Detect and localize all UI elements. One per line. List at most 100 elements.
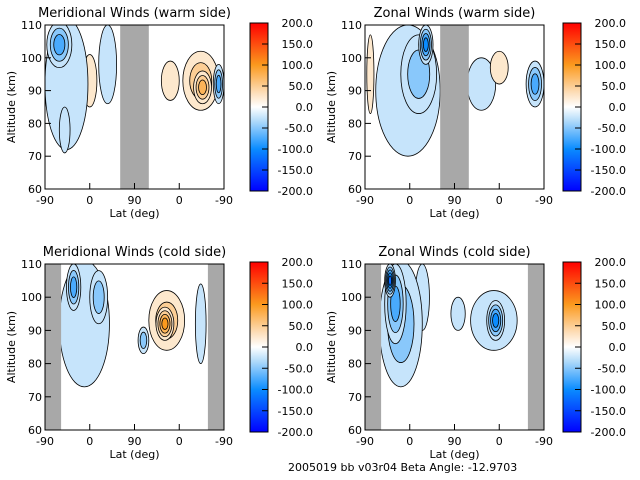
y-tick-label: 110 (341, 19, 362, 32)
colorbar-label: 50.0 (602, 80, 627, 93)
no-data-band (45, 264, 62, 430)
y-tick-label: 90 (348, 85, 362, 98)
colorbar-label: -50.0 (285, 122, 313, 135)
no-data-band (440, 25, 469, 189)
colorbar-label: 50.0 (289, 80, 314, 93)
colorbar-label: 200.0 (595, 17, 627, 30)
colorbar-label: 150.0 (282, 277, 314, 290)
x-tick-label: 0 (176, 194, 183, 207)
colorbar-label: -150.0 (278, 164, 313, 177)
panel-zonal-warm: Zonal Winds (warm side) 60 70 80 90 100 110 -90… (325, 6, 626, 220)
colorbar-label: 100.0 (282, 299, 314, 312)
no-data-band (365, 264, 382, 430)
y-tick-label: 80 (348, 117, 362, 130)
x-tick-label: -90 (215, 194, 233, 207)
panel-title: Meridional Winds (warm side) (38, 6, 231, 21)
colorbar-label: -150.0 (591, 405, 626, 418)
colorbar-label: -100.0 (278, 384, 313, 397)
colorbar-label: 150.0 (595, 38, 627, 51)
y-axis-label: Altitude (km) (325, 71, 338, 143)
x-tick-label: 0 (86, 435, 93, 448)
contour-region (161, 317, 169, 330)
contour-region (53, 34, 66, 56)
x-tick-label: -90 (36, 194, 54, 207)
panel-merid-warm: Meridional Winds (warm side) 60 70 80 90 100 1… (5, 6, 313, 220)
y-tick-label: 90 (28, 85, 42, 98)
y-axis-label: Altitude (km) (325, 311, 338, 383)
y-axis-label: Altitude (km) (5, 71, 18, 143)
colorbar-label: 150.0 (282, 38, 314, 51)
contour-region (58, 106, 71, 154)
contour-region (450, 296, 466, 331)
x-tick-label: 90 (128, 194, 142, 207)
y-tick-label: 70 (28, 391, 42, 404)
colorbar-label: 0.0 (296, 341, 314, 354)
y-tick-label: 110 (21, 258, 42, 271)
y-tick-label: 100 (341, 52, 362, 65)
colorbar-label: 0.0 (296, 101, 314, 114)
colorbar-label: -100.0 (278, 143, 313, 156)
colorbar-label: -200.0 (278, 426, 313, 439)
colorbar-label: -50.0 (285, 362, 313, 375)
y-tick-label: 60 (348, 183, 362, 196)
colorbar-label: 50.0 (602, 320, 627, 333)
no-data-band (207, 264, 224, 430)
contour-region (198, 79, 207, 96)
colorbar-label: -50.0 (598, 362, 626, 375)
footer-info: 2005019 bb v03r04 Beta Angle: -12.9703 (288, 461, 517, 474)
no-data-band (120, 25, 149, 189)
colorbar-label: 150.0 (595, 277, 627, 290)
colorbar-label: 0.0 (609, 101, 627, 114)
y-tick-label: 70 (28, 150, 42, 163)
y-tick-label: 90 (348, 324, 362, 337)
x-tick-label: -90 (215, 435, 233, 448)
x-tick-label: 0 (496, 435, 503, 448)
panel-title: Meridional Winds (cold side) (43, 245, 226, 260)
contour-region (160, 60, 180, 101)
y-tick-label: 80 (28, 117, 42, 130)
colorbar-label: 200.0 (282, 256, 314, 269)
contour-region (194, 283, 207, 365)
y-tick-label: 110 (21, 19, 42, 32)
y-tick-label: 60 (348, 424, 362, 437)
y-tick-label: 70 (348, 150, 362, 163)
no-data-band (527, 264, 544, 430)
x-tick-label: 0 (86, 194, 93, 207)
x-tick-label: 0 (496, 194, 503, 207)
colorbar-label: -200.0 (278, 185, 313, 198)
panel-title: Zonal Winds (cold side) (378, 245, 530, 260)
colorbar-label: -50.0 (598, 122, 626, 135)
contour-region (388, 275, 392, 286)
colorbar-label: 200.0 (282, 17, 314, 30)
y-tick-label: 100 (341, 291, 362, 304)
x-tick-label: -90 (356, 194, 374, 207)
contour-region (215, 74, 222, 94)
y-tick-label: 80 (28, 358, 42, 371)
colorbar-label: 100.0 (595, 59, 627, 72)
colorbar-label: -150.0 (278, 405, 313, 418)
y-tick-label: 60 (28, 424, 42, 437)
colorbar-label: 200.0 (595, 256, 627, 269)
contour-region (492, 313, 500, 328)
colorbar-label: -100.0 (591, 384, 626, 397)
panel-merid-cold: Meridional Winds (cold side) 60 70 80 90 100 1… (5, 245, 313, 461)
x-tick-label: 90 (128, 435, 142, 448)
contour-region (139, 331, 148, 349)
y-axis-label: Altitude (km) (5, 311, 18, 383)
contour-region (70, 276, 78, 298)
contour-region (530, 73, 540, 95)
panel-title: Zonal Winds (warm side) (374, 6, 536, 21)
panel-zonal-cold: Zonal Winds (cold side) 60 70 80 90 100 110 -90… (325, 245, 626, 461)
contour-region (489, 50, 509, 85)
contour-region (422, 37, 429, 52)
colorbar-label: -200.0 (591, 426, 626, 439)
x-tick-label: 0 (176, 435, 183, 448)
y-tick-label: 70 (348, 391, 362, 404)
x-tick-label: -90 (535, 435, 553, 448)
colorbar-label: -200.0 (591, 185, 626, 198)
colorbar-label: 100.0 (282, 59, 314, 72)
x-tick-label: 90 (448, 194, 462, 207)
y-tick-label: 80 (348, 358, 362, 371)
x-tick-label: -90 (356, 435, 374, 448)
